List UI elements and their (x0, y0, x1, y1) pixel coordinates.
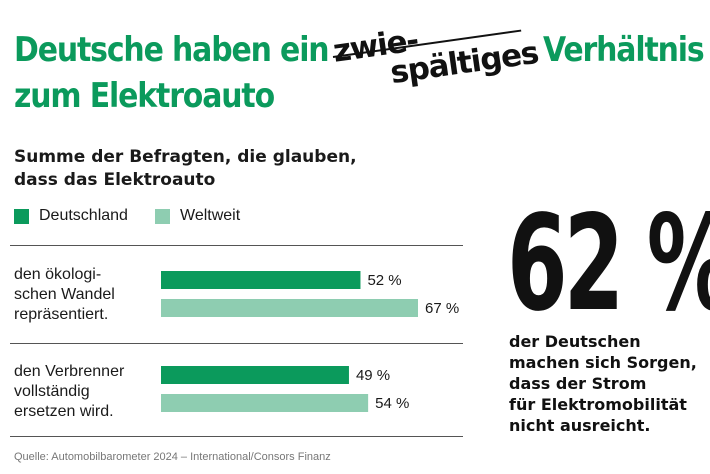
category-2-line3: ersetzen wird. (14, 403, 114, 420)
category-1-line1: den ökologi- (14, 266, 102, 283)
divider-middle (10, 343, 463, 344)
bar-label-weltweit-2: 54 % (375, 395, 409, 412)
legend-item-weltweit: Weltweit (155, 207, 240, 225)
callout-line3: dass der Strom (509, 374, 647, 393)
headline-line2: zum Elektroauto (14, 76, 275, 116)
bar-weltweit-2 (161, 394, 369, 412)
bar-label-weltweit-1: 67 % (425, 300, 459, 317)
legend-label-deutschland: Deutschland (39, 207, 128, 224)
bar-weltweit-1 (161, 299, 418, 317)
chart-subtitle-line2: dass das Elektroauto (14, 170, 216, 190)
bar-deutschland-1 (161, 271, 361, 289)
callout-line4: für Elektromobilität (509, 395, 687, 414)
divider-top (10, 245, 463, 246)
chart-subtitle: Summe der Befragten, die glauben, dass d… (14, 146, 357, 192)
headline-part2: Verhältnis (543, 30, 705, 70)
category-label-2: den Verbrenner vollständig ersetzen wird… (14, 362, 124, 422)
category-2-line1: den Verbrenner (14, 363, 125, 380)
legend-label-weltweit: Weltweit (180, 207, 241, 224)
category-1-line2: schen Wandel (14, 286, 115, 303)
headline-part1: Deutsche haben ein (14, 30, 330, 70)
chart-subtitle-line1: Summe der Befragten, die glauben, (14, 147, 357, 167)
bar-label-deutschland-1: 52 % (367, 272, 401, 289)
source-note: Quelle: Automobilbarometer 2024 – Intern… (14, 451, 331, 463)
callout-line1: der Deutschen (509, 332, 641, 351)
legend-swatch-weltweit (155, 208, 170, 224)
bar-deutschland-2 (161, 366, 349, 384)
legend-item-deutschland: Deutschland (14, 207, 128, 225)
callout-text: der Deutschen machen sich Sorgen, dass d… (509, 331, 697, 436)
divider-bottom (10, 436, 463, 437)
callout-line5: nicht ausreicht. (509, 416, 651, 435)
legend-swatch-deutschland (14, 208, 29, 224)
category-2-line2: vollständig (14, 383, 90, 400)
bar-label-deutschland-2: 49 % (356, 367, 390, 384)
category-1-line3: repräsentiert. (14, 306, 109, 323)
callout-value: 62 % (507, 187, 710, 341)
category-label-1: den ökologi- schen Wandel repräsentiert. (14, 265, 115, 325)
callout-line2: machen sich Sorgen, (509, 353, 697, 372)
